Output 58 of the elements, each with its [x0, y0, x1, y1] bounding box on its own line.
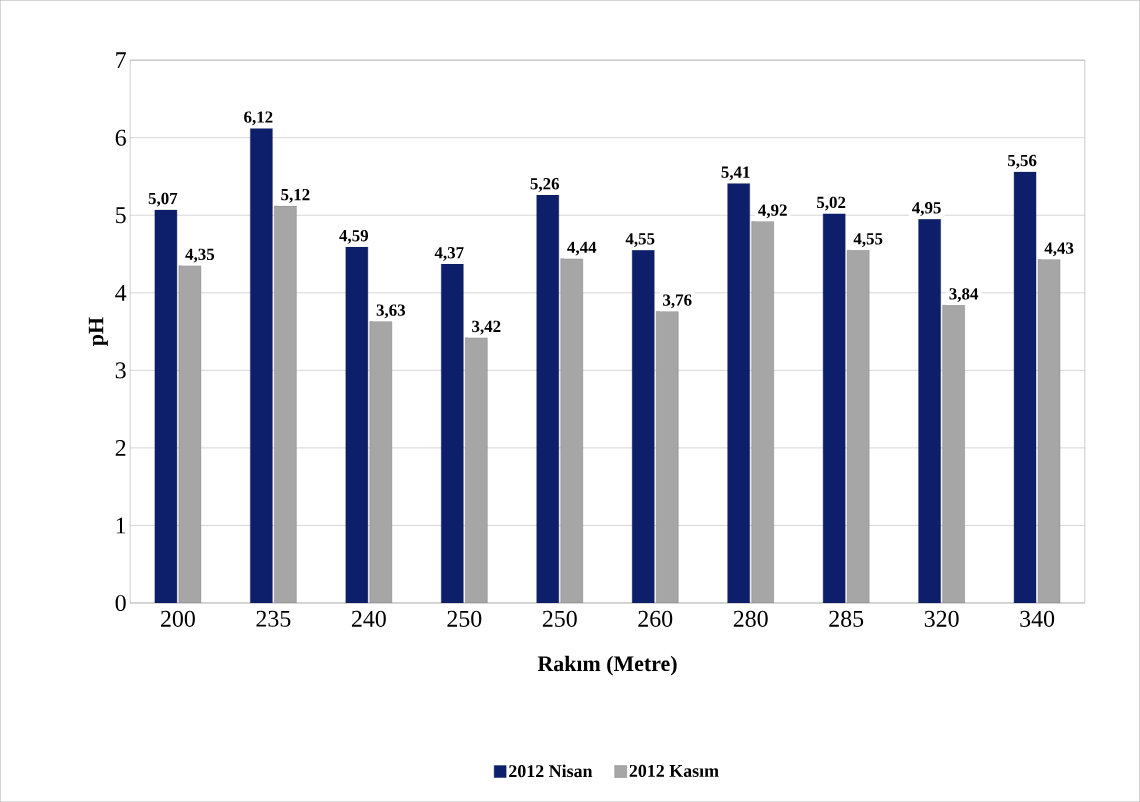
y-tick-label: 2	[115, 439, 126, 456]
bar	[846, 249, 870, 603]
data-label: 4,35	[185, 248, 215, 263]
y-tick-label: 1	[116, 517, 126, 534]
x-tick-label: 235	[256, 610, 291, 627]
bar	[560, 258, 583, 603]
bar	[1013, 171, 1037, 603]
y-axis-title: pH	[88, 317, 108, 346]
x-tick-label: 320	[924, 610, 959, 627]
x-tick-label: 285	[829, 610, 864, 627]
data-label: 4,44	[567, 241, 597, 256]
bar	[1037, 259, 1061, 603]
data-label: 3,84	[949, 288, 979, 302]
x-tick-label: 240	[351, 610, 386, 627]
legend-label: 2012 Nisan	[509, 764, 593, 778]
data-label: 4,59	[339, 229, 369, 244]
data-label: 5,02	[817, 196, 846, 211]
bar	[345, 246, 369, 603]
y-tick-label: 7	[116, 52, 126, 68]
bar	[369, 321, 393, 603]
bar	[274, 205, 297, 603]
bar	[178, 265, 202, 603]
x-axis-title: Rakım (Metre)	[537, 655, 677, 676]
x-tick-label: 260	[638, 610, 673, 627]
y-tick-label: 4	[115, 284, 127, 301]
data-label: 5,07	[148, 192, 178, 207]
legend-label: 2012 Kasım	[629, 764, 719, 777]
y-tick-label: 0	[115, 594, 126, 611]
data-label: 3,63	[376, 304, 406, 319]
y-tick-label: 6	[115, 129, 126, 146]
bar	[441, 263, 464, 603]
bar	[727, 183, 750, 603]
x-tick-label: 280	[733, 610, 768, 627]
data-label: 3,42	[472, 320, 501, 335]
bar	[632, 249, 655, 603]
data-label: 6,12	[244, 111, 273, 126]
data-label: 4,37	[434, 247, 464, 261]
bar	[536, 194, 559, 603]
data-label: 5,41	[721, 166, 750, 181]
bar	[250, 128, 273, 603]
y-tick-label: 3	[115, 362, 126, 379]
x-tick-label: 250	[542, 610, 577, 627]
data-label: 4,55	[625, 233, 655, 247]
bar	[465, 337, 488, 603]
x-tick-label: 200	[161, 610, 195, 627]
data-label: 5,56	[1007, 154, 1037, 169]
y-tick-label: 5	[116, 207, 126, 224]
data-label: 4,55	[853, 233, 883, 247]
bar	[154, 209, 178, 603]
data-label: 4,92	[758, 204, 787, 219]
data-label: 3,76	[663, 294, 692, 309]
data-label: 4,95	[912, 202, 941, 216]
x-tick-label: 250	[447, 610, 482, 627]
data-label: 4,43	[1044, 242, 1074, 257]
data-label: 5,12	[281, 188, 310, 203]
x-tick-label: 340	[1020, 610, 1055, 627]
bar	[822, 213, 846, 603]
data-label: 5,26	[530, 178, 560, 192]
